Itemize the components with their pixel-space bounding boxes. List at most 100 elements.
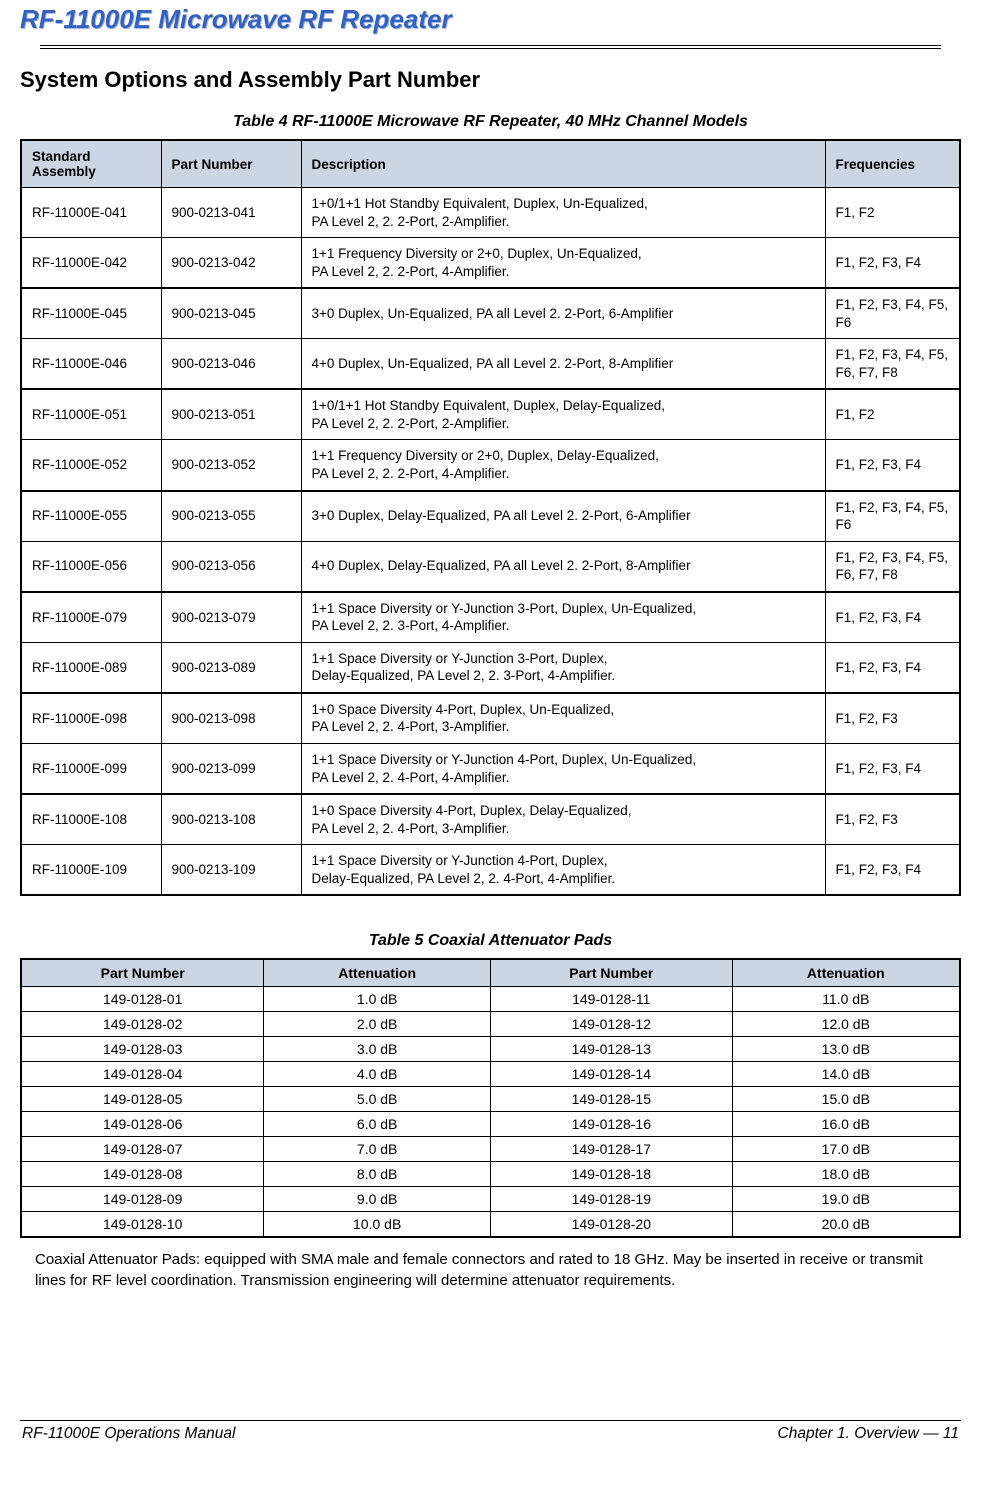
- table-cell: 900-0213-051: [161, 389, 301, 440]
- table-cell: 1.0 dB: [264, 987, 491, 1012]
- table-cell: F1, F2, F3, F4, F5, F6, F7, F8: [825, 541, 960, 592]
- table-cell: 149-0128-11: [490, 987, 732, 1012]
- table-cell: 149-0128-03: [21, 1037, 264, 1062]
- table-cell: 1+0 Space Diversity 4-Port, Duplex, Un-E…: [301, 693, 825, 744]
- attenuator-note: Coaxial Attenuator Pads: equipped with S…: [35, 1250, 946, 1291]
- table-cell: 900-0213-052: [161, 440, 301, 491]
- table-cell: F1, F2, F3, F4: [825, 642, 960, 693]
- table-cell: 900-0213-079: [161, 592, 301, 643]
- table4-caption: Table 4 RF-11000E Microwave RF Repeater,…: [20, 113, 961, 131]
- table-cell: F1, F2, F3, F4, F5, F6: [825, 491, 960, 542]
- table5-col-partnumber-b: Part Number: [490, 959, 732, 987]
- table-cell: RF-11000E-052: [21, 440, 161, 491]
- table-cell: 149-0128-01: [21, 987, 264, 1012]
- table-cell: 149-0128-19: [490, 1187, 732, 1212]
- table-cell: 149-0128-06: [21, 1112, 264, 1137]
- table-cell: F1, F2, F3, F4: [825, 238, 960, 289]
- table-row: RF-11000E-108900-0213-1081+0 Space Diver…: [21, 794, 960, 845]
- table-cell: RF-11000E-079: [21, 592, 161, 643]
- table-cell: F1, F2: [825, 188, 960, 238]
- table4: Standard Assembly Part Number Descriptio…: [20, 139, 961, 896]
- table-cell: 4+0 Duplex, Delay-Equalized, PA all Leve…: [301, 541, 825, 592]
- table-cell: 149-0128-12: [490, 1012, 732, 1037]
- table-cell: 19.0 dB: [732, 1187, 960, 1212]
- table5-col-attenuation-a: Attenuation: [264, 959, 491, 987]
- table-cell: RF-11000E-042: [21, 238, 161, 289]
- table-cell: 3+0 Duplex, Un-Equalized, PA all Level 2…: [301, 288, 825, 339]
- table4-col-partnumber: Part Number: [161, 140, 301, 188]
- table-cell: 149-0128-17: [490, 1137, 732, 1162]
- table-cell: 900-0213-045: [161, 288, 301, 339]
- table-cell: F1, F2, F3: [825, 693, 960, 744]
- table-row: 149-0128-077.0 dB149-0128-1717.0 dB: [21, 1137, 960, 1162]
- table-cell: 15.0 dB: [732, 1087, 960, 1112]
- table-cell: F1, F2, F3: [825, 794, 960, 845]
- table-cell: RF-11000E-041: [21, 188, 161, 238]
- table-row: 149-0128-044.0 dB149-0128-1414.0 dB: [21, 1062, 960, 1087]
- table-cell: 149-0128-04: [21, 1062, 264, 1087]
- table-cell: F1, F2, F3, F4: [825, 440, 960, 491]
- table4-col-frequencies: Frequencies: [825, 140, 960, 188]
- table-cell: 900-0213-055: [161, 491, 301, 542]
- table-cell: 4+0 Duplex, Un-Equalized, PA all Level 2…: [301, 339, 825, 390]
- table-cell: 900-0213-042: [161, 238, 301, 289]
- table5-col-attenuation-b: Attenuation: [732, 959, 960, 987]
- footer-left: RF-11000E Operations Manual: [22, 1425, 235, 1443]
- table-cell: 7.0 dB: [264, 1137, 491, 1162]
- table-cell: 10.0 dB: [264, 1212, 491, 1238]
- table-row: 149-0128-088.0 dB149-0128-1818.0 dB: [21, 1162, 960, 1187]
- table-row: RF-11000E-056900-0213-0564+0 Duplex, Del…: [21, 541, 960, 592]
- table-cell: RF-11000E-108: [21, 794, 161, 845]
- table-cell: 149-0128-18: [490, 1162, 732, 1187]
- table-cell: 1+0/1+1 Hot Standby Equivalent, Duplex, …: [301, 389, 825, 440]
- table-cell: 20.0 dB: [732, 1212, 960, 1238]
- table-cell: 900-0213-099: [161, 744, 301, 795]
- table-row: RF-11000E-098900-0213-0981+0 Space Diver…: [21, 693, 960, 744]
- table-cell: 149-0128-16: [490, 1112, 732, 1137]
- table-cell: 6.0 dB: [264, 1112, 491, 1137]
- table-cell: 18.0 dB: [732, 1162, 960, 1187]
- table-cell: 149-0128-10: [21, 1212, 264, 1238]
- table-row: RF-11000E-051900-0213-0511+0/1+1 Hot Sta…: [21, 389, 960, 440]
- table-cell: 149-0128-02: [21, 1012, 264, 1037]
- table-cell: 1+1 Space Diversity or Y-Junction 4-Port…: [301, 845, 825, 896]
- table-row: RF-11000E-079900-0213-0791+1 Space Diver…: [21, 592, 960, 643]
- table-cell: 1+0/1+1 Hot Standby Equivalent, Duplex, …: [301, 188, 825, 238]
- page-footer: RF-11000E Operations Manual Chapter 1. O…: [0, 1421, 981, 1453]
- section-heading: System Options and Assembly Part Number: [20, 67, 961, 93]
- table-cell: 1+1 Space Diversity or Y-Junction 3-Port…: [301, 592, 825, 643]
- table-cell: 4.0 dB: [264, 1062, 491, 1087]
- table-row: 149-0128-033.0 dB149-0128-1313.0 dB: [21, 1037, 960, 1062]
- table-row: 149-0128-1010.0 dB149-0128-2020.0 dB: [21, 1212, 960, 1238]
- table-cell: 149-0128-14: [490, 1062, 732, 1087]
- table4-header-row: Standard Assembly Part Number Descriptio…: [21, 140, 960, 188]
- table-cell: 149-0128-13: [490, 1037, 732, 1062]
- table-cell: 3+0 Duplex, Delay-Equalized, PA all Leve…: [301, 491, 825, 542]
- table-cell: 149-0128-09: [21, 1187, 264, 1212]
- table-cell: 12.0 dB: [732, 1012, 960, 1037]
- table4-col-assembly: Standard Assembly: [21, 140, 161, 188]
- table-cell: 900-0213-109: [161, 845, 301, 896]
- table-cell: 1+1 Space Diversity or Y-Junction 3-Port…: [301, 642, 825, 693]
- table-cell: 149-0128-15: [490, 1087, 732, 1112]
- document-title: RF-11000E Microwave RF Repeater: [20, 0, 961, 43]
- table-cell: 16.0 dB: [732, 1112, 960, 1137]
- table-cell: 1+1 Space Diversity or Y-Junction 4-Port…: [301, 744, 825, 795]
- table-cell: RF-11000E-045: [21, 288, 161, 339]
- table-row: RF-11000E-045900-0213-0453+0 Duplex, Un-…: [21, 288, 960, 339]
- table-cell: RF-11000E-109: [21, 845, 161, 896]
- table-cell: F1, F2: [825, 389, 960, 440]
- table-row: 149-0128-099.0 dB149-0128-1919.0 dB: [21, 1187, 960, 1212]
- table-cell: F1, F2, F3, F4: [825, 744, 960, 795]
- table-cell: 9.0 dB: [264, 1187, 491, 1212]
- table-row: RF-11000E-041900-0213-0411+0/1+1 Hot Sta…: [21, 188, 960, 238]
- table-cell: 11.0 dB: [732, 987, 960, 1012]
- table-row: 149-0128-022.0 dB149-0128-1212.0 dB: [21, 1012, 960, 1037]
- table-cell: 149-0128-07: [21, 1137, 264, 1162]
- table-cell: 17.0 dB: [732, 1137, 960, 1162]
- table-row: RF-11000E-099900-0213-0991+1 Space Diver…: [21, 744, 960, 795]
- table-cell: 2.0 dB: [264, 1012, 491, 1037]
- table-cell: 5.0 dB: [264, 1087, 491, 1112]
- table-cell: 900-0213-089: [161, 642, 301, 693]
- header-rule-1: [40, 45, 941, 46]
